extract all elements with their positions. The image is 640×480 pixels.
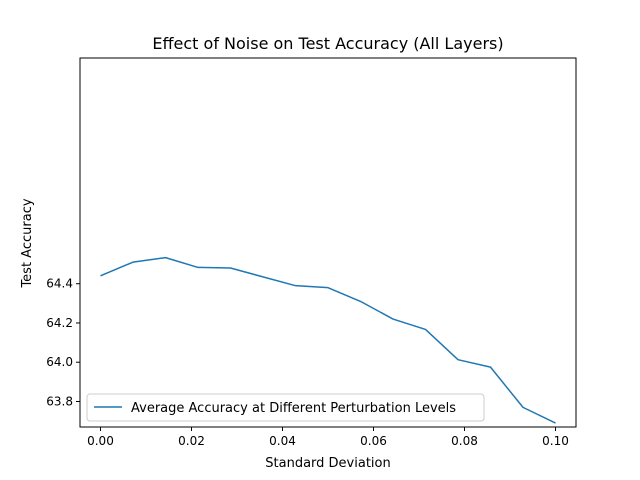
chart-title: Effect of Noise on Test Accuracy (All La… xyxy=(152,34,503,53)
y-tick-label: 64.0 xyxy=(46,355,73,369)
x-tick-label: 0.08 xyxy=(451,434,478,448)
x-axis-label: Standard Deviation xyxy=(265,456,390,471)
legend: Average Accuracy at Different Perturbati… xyxy=(86,393,485,422)
y-tick-label: 64.4 xyxy=(46,277,73,291)
x-tick-label: 0.00 xyxy=(87,434,114,448)
x-axis-ticks: 0.00 0.02 0.04 0.06 0.08 0.10 xyxy=(87,427,569,448)
y-tick-label: 63.8 xyxy=(46,394,73,408)
legend-label: Average Accuracy at Different Perturbati… xyxy=(131,401,456,416)
y-tick-label: 64.2 xyxy=(46,316,73,330)
legend-box xyxy=(86,393,485,422)
x-tick-label: 0.10 xyxy=(542,434,569,448)
x-tick-label: 0.02 xyxy=(178,434,205,448)
plot-frame xyxy=(79,57,577,428)
series-layer xyxy=(100,256,556,424)
x-tick-label: 0.04 xyxy=(269,434,296,448)
y-axis-label: Test Accuracy xyxy=(20,198,35,288)
x-tick-label: 0.06 xyxy=(360,434,387,448)
plot-area xyxy=(79,57,577,428)
y-axis-ticks: 63.8 64.0 64.2 64.4 xyxy=(46,277,80,408)
series-line xyxy=(100,256,556,424)
